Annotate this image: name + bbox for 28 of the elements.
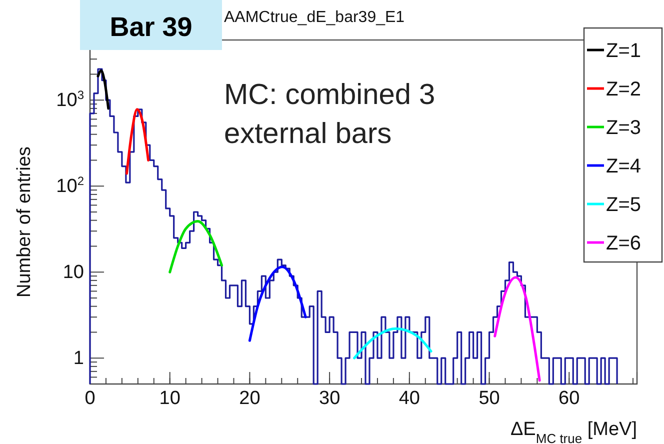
annotation: MC: combined 3 external bars — [224, 79, 436, 150]
annotation: Bar 39 — [110, 12, 192, 42]
legend-label: Z=2 — [606, 78, 642, 100]
y-tick-label: 1 — [73, 348, 84, 370]
x-tick-label: 10 — [159, 388, 180, 410]
x-axis-title: ΔE$_{MC true}$ [MeV] — [510, 419, 637, 444]
line-series — [125, 108, 150, 175]
y-tick-label: 10 — [62, 262, 84, 284]
line-series — [168, 220, 224, 274]
y-tick-label: 10$^{3}$ — [56, 88, 84, 112]
legend-label: Z=4 — [606, 156, 642, 178]
x-tick-label: 0 — [84, 388, 96, 410]
legend-label: Z=5 — [606, 194, 642, 216]
x-tick-label: 60 — [558, 388, 580, 410]
chart-title: AAMCtrue_dE_bar39_E1 — [224, 9, 405, 26]
line-series — [248, 266, 307, 342]
x-tick-label: 20 — [239, 388, 260, 410]
x-tick-label: 30 — [318, 388, 340, 410]
legend-label: Z=3 — [606, 117, 642, 139]
legend-label: Z=1 — [606, 40, 642, 62]
x-tick-label: 40 — [398, 388, 420, 410]
y-tick-label: 10$^{2}$ — [56, 174, 84, 198]
line-series — [96, 69, 110, 110]
legend-label: Z=6 — [606, 232, 642, 254]
line-series — [494, 276, 541, 382]
y-axis-title: Number of entries — [14, 146, 35, 298]
line-series — [353, 327, 432, 360]
x-tick-label: 50 — [478, 388, 500, 410]
